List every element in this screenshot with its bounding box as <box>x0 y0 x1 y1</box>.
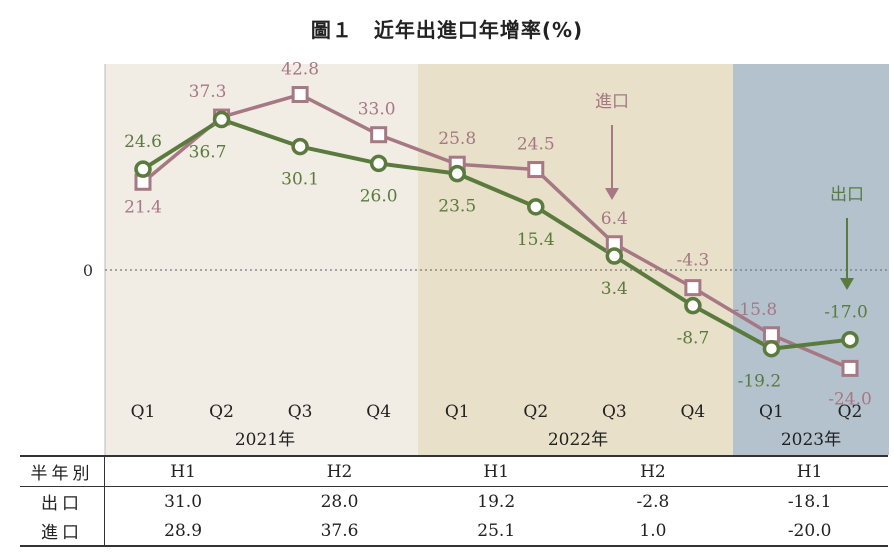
data-label: 26.0 <box>360 186 398 206</box>
table-cell: 28.9 <box>104 516 262 547</box>
export-marker <box>134 160 152 178</box>
import-annotation: 進口 <box>595 92 629 112</box>
year-label: 2022年 <box>548 430 608 450</box>
data-label: 25.8 <box>438 129 476 149</box>
x-tick-label: Q1 <box>445 402 470 422</box>
export-annotation: 出口 <box>830 185 864 205</box>
import-marker <box>762 326 780 344</box>
table-cell: 19.2 <box>477 491 516 512</box>
import-marker <box>527 161 545 179</box>
period-cell: H2 <box>261 455 418 487</box>
series-line <box>141 117 851 351</box>
data-label: 3.4 <box>601 279 628 299</box>
data-label: 21.4 <box>124 197 162 217</box>
table-cell: -2.8 <box>636 491 670 512</box>
x-tick-label: Q2 <box>838 402 863 422</box>
year-band <box>105 64 418 455</box>
export-marker <box>291 137 309 156</box>
table-cell: 28.0 <box>320 491 359 512</box>
half-year-table: 半年別 H1 H2 H1 H2 H1 出口 31.0 28.0 19.2 -2.… <box>20 455 888 547</box>
x-tick-label: Q3 <box>288 402 313 422</box>
import-marker <box>370 126 388 144</box>
period-cell: H1 <box>417 455 575 487</box>
table-header-label: 半年別 <box>20 455 105 487</box>
export-marker <box>684 296 702 315</box>
export-marker <box>605 247 624 265</box>
import-marker <box>841 359 859 377</box>
data-label: 33.0 <box>358 100 396 120</box>
x-tick-label: Q4 <box>681 402 706 422</box>
export-marker <box>527 198 545 216</box>
export-marker <box>369 154 388 173</box>
table-header-row: 半年別 H1 H2 H1 H2 H1 <box>20 455 888 487</box>
data-label: -15.8 <box>734 300 778 320</box>
chart-svg: 0 21.4 37.3 42.8 33.0 25.8 24.5 6.4 -4.3 -15.8 -24… <box>83 60 889 455</box>
data-label: -19.2 <box>738 372 782 392</box>
import-arrow-head <box>605 188 619 200</box>
table-cell: 1.0 <box>574 516 732 547</box>
table-cell: 37.6 <box>261 516 418 547</box>
export-marker <box>762 339 781 358</box>
export-marker <box>212 110 231 129</box>
data-label: 37.3 <box>189 82 227 102</box>
period-cell: H1 <box>731 455 888 487</box>
table-cell: -18.1 <box>787 491 832 512</box>
table-row: 進口 28.9 37.6 25.1 1.0 -20.0 <box>20 516 888 547</box>
period-cell: H1 <box>104 455 262 487</box>
x-tick-label: Q2 <box>209 402 234 422</box>
year-label: 2023年 <box>781 430 841 450</box>
data-label: 15.4 <box>517 230 555 250</box>
x-tick-label: Q2 <box>523 402 548 422</box>
data-label: -8.7 <box>676 329 709 349</box>
table-cell: 31.0 <box>164 491 203 512</box>
data-label: 30.1 <box>281 170 319 190</box>
chart-title: 圖１ 近年出進口年增率(%) <box>310 18 584 42</box>
data-label: 24.6 <box>124 132 162 152</box>
data-label: -4.3 <box>676 251 709 271</box>
data-label: -24.0 <box>828 389 872 409</box>
x-tick-label: Q4 <box>366 402 391 422</box>
data-label: -17.0 <box>824 303 868 323</box>
export-marker <box>841 330 859 349</box>
x-tick-label: Q1 <box>759 402 784 422</box>
x-tick-label: Q1 <box>131 402 156 422</box>
export-arrow-head <box>840 278 854 290</box>
import-marker <box>291 86 309 104</box>
import-marker <box>684 279 702 297</box>
period-cell: H2 <box>574 455 732 487</box>
data-label: 36.7 <box>189 143 227 163</box>
row-label: 出口 <box>20 486 105 516</box>
data-label: 6.4 <box>601 209 628 229</box>
table-row: 出口 31.0 28.0 19.2 -2.8 -18.1 <box>20 486 888 516</box>
x-tick-label: Q3 <box>602 402 627 422</box>
data-label: 42.8 <box>281 60 319 80</box>
table-cell: 25.1 <box>417 516 575 547</box>
zero-tick-label: 0 <box>83 261 93 280</box>
data-label: 24.5 <box>517 135 555 155</box>
table-cell: -20.0 <box>731 516 888 547</box>
row-label: 進口 <box>20 516 105 547</box>
year-band <box>418 64 733 455</box>
data-label: 23.5 <box>438 197 476 217</box>
series-line <box>141 92 851 371</box>
export-marker <box>448 164 466 183</box>
year-band <box>733 64 889 455</box>
year-label: 2021年 <box>235 430 295 450</box>
